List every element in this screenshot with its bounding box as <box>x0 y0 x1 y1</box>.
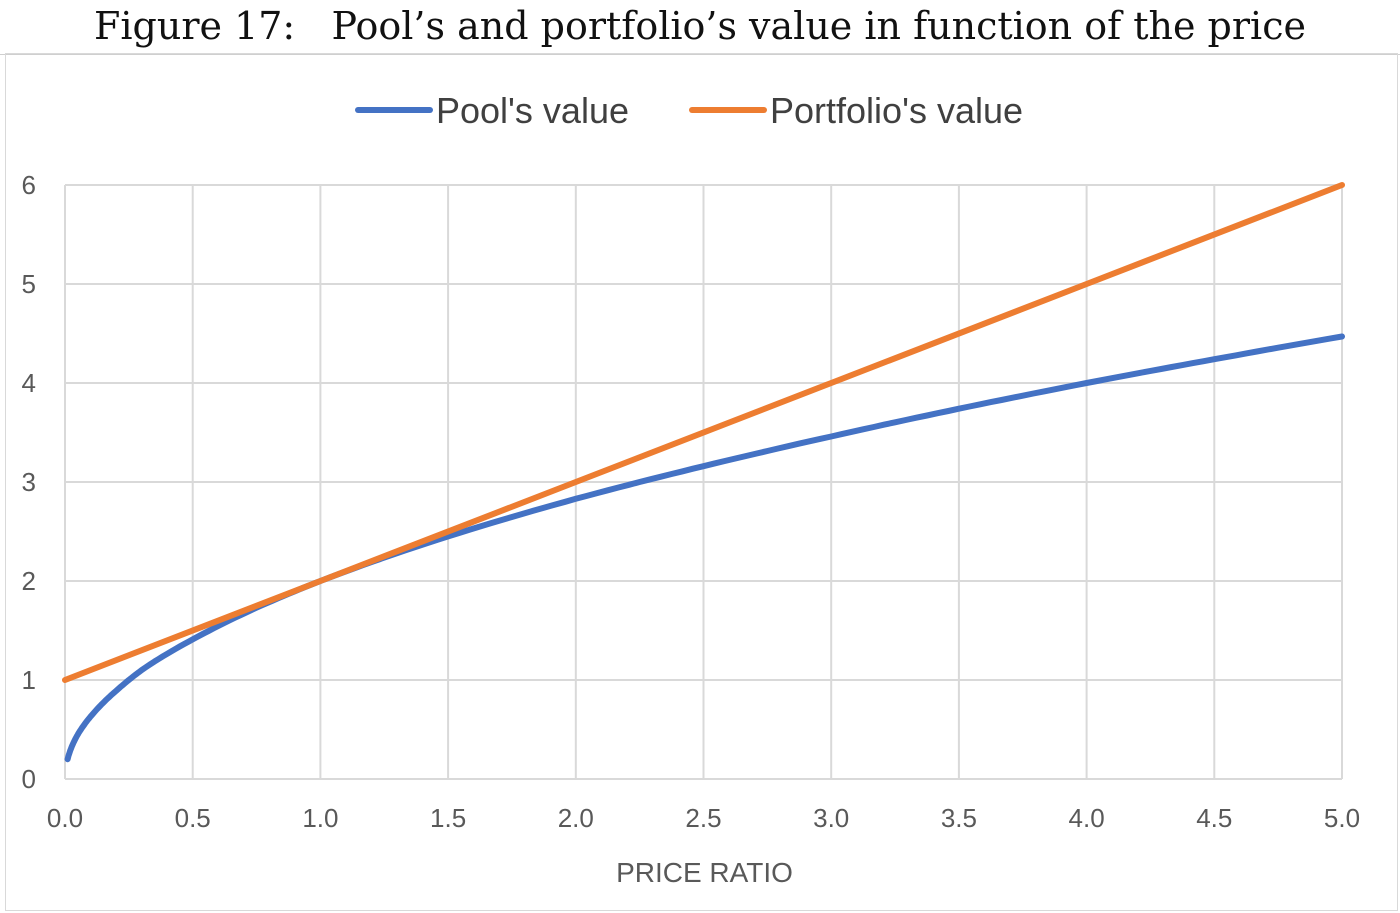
series-line-portfolio-value <box>62 182 1345 683</box>
x-tick-label: 1.5 <box>430 803 466 833</box>
x-tick-label: 3.0 <box>813 803 849 833</box>
figure-caption-text: Pool’s and portfolio’s value in function… <box>331 4 1306 48</box>
x-tick-label: 0.0 <box>47 803 83 833</box>
series-line-pool-value <box>64 333 1345 763</box>
x-tick-label: 0.5 <box>175 803 211 833</box>
y-tick-label: 5 <box>22 269 36 299</box>
y-tick-label: 3 <box>22 467 36 497</box>
y-tick-label: 4 <box>22 368 36 398</box>
y-tick-label: 2 <box>22 566 36 596</box>
x-axis-title: PRICE RATIO <box>616 857 793 888</box>
x-tick-label: 3.5 <box>941 803 977 833</box>
x-tick-label: 2.5 <box>685 803 721 833</box>
y-tick-label: 6 <box>22 170 36 200</box>
series-lines <box>62 182 1345 763</box>
x-tick-label: 1.0 <box>302 803 338 833</box>
x-tick-label: 4.0 <box>1069 803 1105 833</box>
x-axis-ticks: 0.0 0.5 1.0 1.5 2.0 2.5 3.0 3.5 4.0 4.5 5.0 <box>47 803 1360 833</box>
x-tick-label: 5.0 <box>1324 803 1360 833</box>
caption-divider <box>0 54 1400 55</box>
figure-caption: Figure 17: Pool’s and portfolio’s value … <box>0 4 1400 48</box>
gridlines <box>64 184 1343 780</box>
figure-caption-label: Figure 17: <box>94 4 296 48</box>
x-tick-label: 2.0 <box>558 803 594 833</box>
y-tick-label: 1 <box>22 665 36 695</box>
chart-frame <box>5 53 1398 911</box>
legend: Pool's value Portfolio's value <box>355 90 1023 131</box>
y-axis-ticks: 0 1 2 3 4 5 6 <box>22 170 36 794</box>
x-tick-label: 4.5 <box>1196 803 1232 833</box>
y-tick-label: 0 <box>22 764 36 794</box>
legend-label: Pool's value <box>436 90 629 131</box>
legend-label: Portfolio's value <box>770 90 1023 131</box>
